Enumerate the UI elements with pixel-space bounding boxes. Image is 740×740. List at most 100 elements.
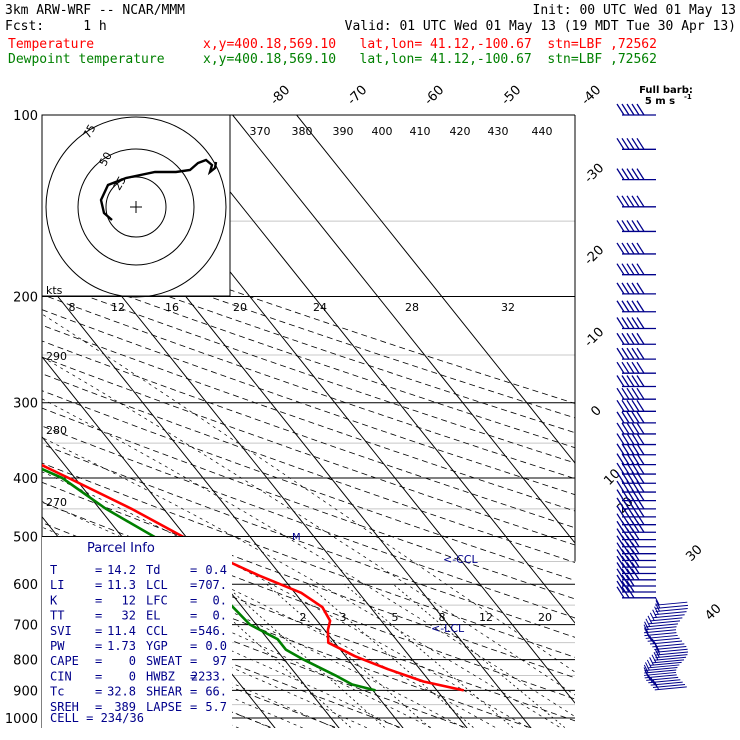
wind-barb-feather bbox=[636, 422, 645, 435]
wind-barb-feather bbox=[621, 568, 630, 581]
pressure-tick-label: 300 bbox=[13, 397, 38, 412]
parcel-value-left: 11.3 bbox=[107, 578, 136, 592]
wind-barb-feather bbox=[621, 562, 630, 574]
theta-label-left: 290 bbox=[46, 350, 67, 363]
wind-barb-feather bbox=[616, 411, 625, 424]
parcel-key-left: PW bbox=[50, 639, 65, 653]
wind-barb-feather bbox=[636, 411, 645, 424]
wind-barb-feather bbox=[621, 168, 630, 180]
wind-barb bbox=[616, 555, 656, 568]
moist-adiabat-label: 8 bbox=[69, 301, 76, 314]
wind-barb-feather bbox=[621, 282, 630, 295]
wind-barb-feather bbox=[631, 195, 640, 208]
wind-barb-feather bbox=[621, 137, 630, 150]
wind-barb-feather bbox=[616, 282, 625, 295]
mixing-ratio-line bbox=[266, 583, 431, 728]
wind-barb-low bbox=[650, 617, 683, 622]
wind-barb-feather bbox=[616, 387, 625, 400]
moist-adiabat bbox=[42, 313, 575, 673]
wind-barb-feather bbox=[616, 555, 625, 568]
wind-barb-feather bbox=[616, 317, 625, 329]
wind-barb-feather bbox=[626, 580, 635, 593]
wind-barb-feather bbox=[621, 375, 630, 387]
wind-barb-low-feather bbox=[647, 674, 653, 683]
wind-barb-low bbox=[655, 654, 688, 659]
wind-barb-feather bbox=[636, 375, 645, 387]
isotherm-label: -20 bbox=[582, 243, 608, 269]
isotherm bbox=[231, 115, 575, 544]
wind-barb bbox=[616, 411, 656, 424]
wind-barb-feather bbox=[631, 242, 640, 255]
parcel-equals: = bbox=[190, 563, 197, 577]
pressure-tick-label: 100 bbox=[13, 109, 38, 124]
wind-barb-low bbox=[655, 604, 689, 609]
wind-barb-low-feather bbox=[644, 621, 649, 631]
wind-barb-feather bbox=[616, 195, 625, 208]
wind-barb-low-feather bbox=[645, 618, 651, 628]
parcel-value-left: 389 bbox=[114, 700, 136, 714]
parcel-equals: = bbox=[95, 624, 102, 638]
wind-barb-feather bbox=[626, 586, 635, 599]
wind-barb bbox=[616, 242, 656, 255]
wind-barb-feather bbox=[616, 574, 625, 587]
wind-barb-feather bbox=[631, 300, 640, 313]
parcel-cell: CELL = 234/36 bbox=[50, 711, 144, 725]
wind-barb-feather bbox=[626, 220, 635, 232]
wind-barb-feather bbox=[636, 332, 645, 345]
wind-barb-feather bbox=[616, 103, 625, 116]
wind-barb-feather bbox=[626, 555, 635, 568]
wind-barb-feather bbox=[631, 375, 640, 387]
isotherm bbox=[42, 275, 404, 728]
parcel-value-right: 0.0 bbox=[205, 639, 227, 653]
isotherm-label: -50 bbox=[499, 83, 525, 109]
parcel-value-left: 12 bbox=[122, 593, 136, 607]
moist-adiabat bbox=[42, 398, 575, 718]
wind-barb-feather bbox=[621, 361, 630, 374]
wind-barb-feather bbox=[626, 568, 635, 581]
wind-barb bbox=[616, 347, 656, 360]
moist-adiabat-label: 20 bbox=[233, 301, 247, 314]
parcel-equals: = bbox=[95, 685, 102, 699]
parcel-key-right: Td bbox=[146, 563, 160, 577]
wind-barb-feather bbox=[626, 137, 635, 150]
parcel-key-left: TT bbox=[50, 609, 64, 623]
parcel-value-right: 97 bbox=[213, 654, 227, 668]
wind-barb-feather bbox=[621, 586, 630, 599]
wind-barb-low-feather bbox=[645, 662, 650, 671]
wind-barb-feather bbox=[626, 242, 635, 255]
wind-barb bbox=[616, 568, 656, 581]
wind-barb-feather bbox=[621, 347, 630, 360]
wind-barb-feather bbox=[616, 586, 625, 599]
wind-barb-feather bbox=[631, 443, 640, 456]
wind-barb bbox=[616, 263, 656, 276]
wind-barb-feather bbox=[616, 433, 625, 445]
wind-barb-low-feather bbox=[651, 654, 657, 664]
barb-key: Full barb:5 m s -1 bbox=[639, 85, 693, 107]
wind-barb-low bbox=[643, 629, 677, 634]
ccl-marker: <-CCL bbox=[443, 553, 479, 566]
isotherm bbox=[167, 115, 575, 624]
wind-barb-feather bbox=[636, 242, 645, 255]
parcel-key-right: HWBZ bbox=[146, 669, 175, 683]
wind-barb-feather bbox=[631, 535, 640, 548]
wind-barb-low bbox=[645, 666, 678, 671]
parcel-equals: = bbox=[190, 639, 197, 653]
wind-barb-low-feather bbox=[655, 649, 660, 658]
parcel-equals: = bbox=[190, 593, 197, 607]
wind-barb-low bbox=[643, 671, 677, 676]
wind-barb-low-feather bbox=[650, 676, 656, 686]
wind-barb-low bbox=[654, 611, 687, 616]
wind-barb-feather bbox=[621, 300, 630, 313]
theta-label-top: 400 bbox=[372, 125, 393, 138]
isotherm-label: 20 bbox=[614, 494, 636, 516]
wind-barb-feather bbox=[636, 399, 645, 412]
wind-barb-feather bbox=[631, 411, 640, 424]
theta-label-top: 370 bbox=[250, 125, 271, 138]
wind-barb-feather bbox=[616, 443, 625, 456]
wind-barb-low bbox=[647, 664, 680, 669]
wind-barb bbox=[616, 574, 656, 587]
moist-adiabat bbox=[42, 602, 336, 728]
wind-barb-feather bbox=[626, 361, 635, 374]
